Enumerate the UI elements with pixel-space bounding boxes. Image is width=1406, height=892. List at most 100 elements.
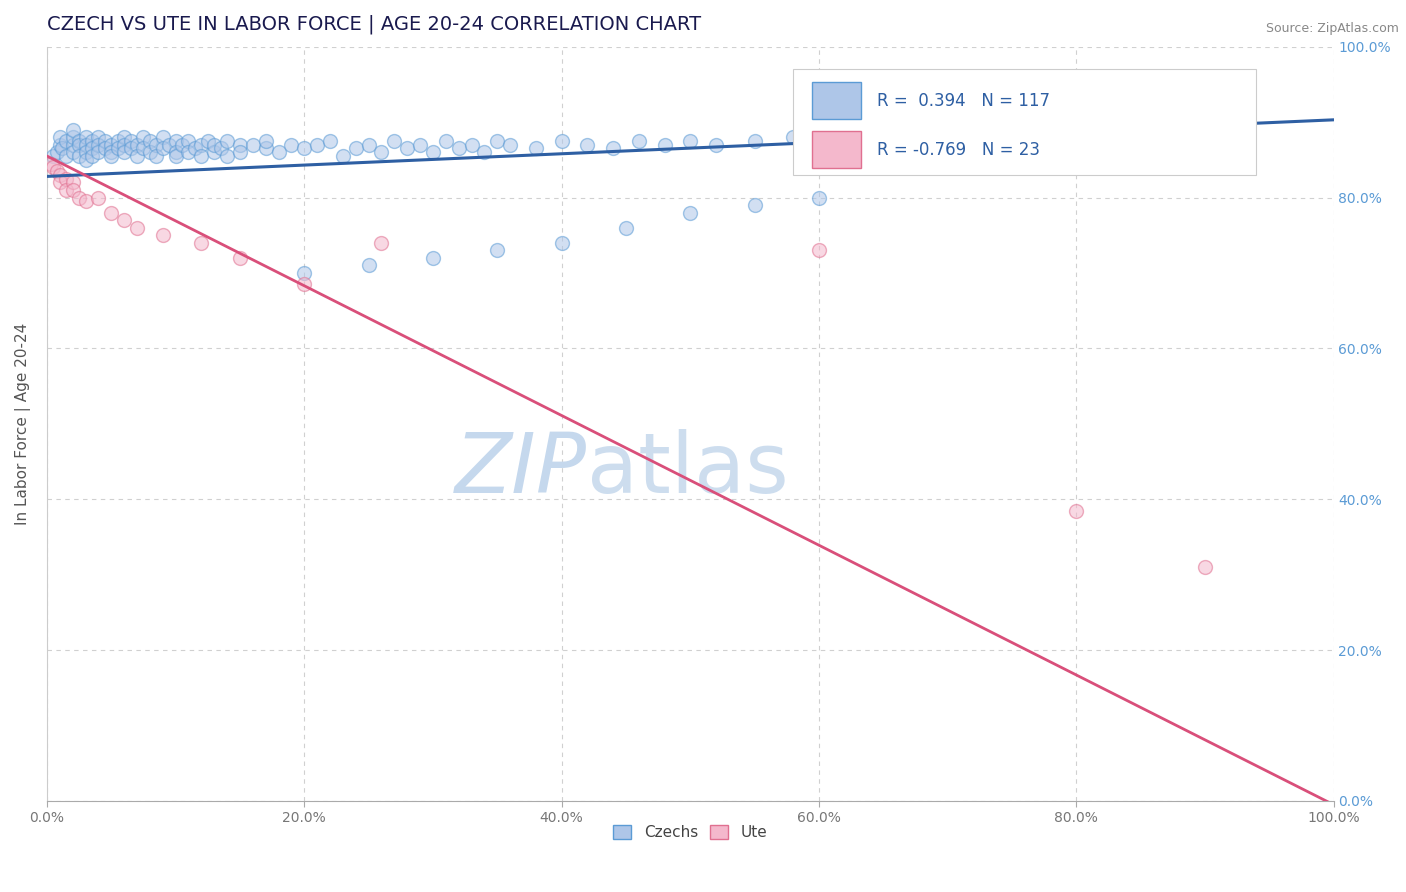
Point: [434, 134, 457, 148]
Point: [125, 220, 148, 235]
Text: ZIP: ZIP: [456, 428, 588, 509]
Point: [292, 266, 315, 280]
Point: [242, 137, 264, 152]
Point: [197, 134, 219, 148]
Bar: [813, 82, 862, 120]
Point: [112, 145, 135, 160]
Point: [807, 190, 830, 204]
Point: [1194, 122, 1216, 136]
Point: [807, 244, 830, 258]
Point: [872, 134, 894, 148]
Point: [229, 145, 252, 160]
Point: [112, 137, 135, 152]
Point: [125, 149, 148, 163]
Point: [1064, 127, 1087, 141]
Point: [51, 141, 73, 155]
Text: R = -0.769   N = 23: R = -0.769 N = 23: [877, 141, 1040, 159]
Point: [1039, 127, 1062, 141]
Text: Source: ZipAtlas.com: Source: ZipAtlas.com: [1265, 22, 1399, 36]
Point: [46, 164, 69, 178]
Point: [75, 194, 97, 209]
Point: [100, 149, 122, 163]
Point: [422, 145, 444, 160]
Point: [654, 137, 676, 152]
Point: [107, 134, 129, 148]
Point: [499, 137, 522, 152]
Point: [267, 145, 290, 160]
Point: [382, 134, 405, 148]
Point: [1129, 127, 1152, 141]
Point: [42, 149, 65, 163]
Point: [422, 251, 444, 265]
Point: [145, 149, 167, 163]
Point: [486, 134, 509, 148]
Point: [229, 251, 252, 265]
Point: [152, 228, 174, 243]
Point: [120, 141, 142, 155]
Point: [190, 137, 212, 152]
Point: [409, 137, 432, 152]
Point: [62, 176, 84, 190]
Point: [1194, 560, 1216, 574]
Point: [744, 198, 766, 212]
Point: [292, 277, 315, 292]
Point: [357, 259, 380, 273]
Point: [165, 134, 187, 148]
Point: [202, 137, 225, 152]
Point: [280, 137, 302, 152]
FancyBboxPatch shape: [793, 70, 1257, 175]
Point: [177, 145, 200, 160]
Point: [344, 141, 367, 155]
Point: [744, 134, 766, 148]
Point: [80, 149, 103, 163]
Point: [94, 134, 117, 148]
Point: [834, 130, 856, 145]
Point: [75, 130, 97, 145]
Point: [217, 149, 239, 163]
Text: CZECH VS UTE IN LABOR FORCE | AGE 20-24 CORRELATION CHART: CZECH VS UTE IN LABOR FORCE | AGE 20-24 …: [46, 15, 702, 35]
Point: [396, 141, 419, 155]
Point: [139, 134, 162, 148]
Point: [217, 134, 239, 148]
Point: [62, 183, 84, 197]
Point: [679, 205, 702, 219]
Point: [80, 134, 103, 148]
Point: [152, 130, 174, 145]
Point: [1168, 122, 1191, 136]
Point: [100, 137, 122, 152]
Point: [42, 161, 65, 175]
Point: [170, 137, 193, 152]
Point: [524, 141, 547, 155]
Legend: Czechs, Ute: Czechs, Ute: [607, 819, 773, 846]
Text: atlas: atlas: [588, 428, 789, 509]
Point: [75, 137, 97, 152]
Bar: [813, 131, 862, 169]
Point: [75, 153, 97, 167]
Point: [936, 130, 959, 145]
Point: [94, 141, 117, 155]
Point: [602, 141, 624, 155]
Point: [627, 134, 650, 148]
Point: [165, 149, 187, 163]
Point: [209, 141, 232, 155]
Point: [62, 122, 84, 136]
Point: [100, 145, 122, 160]
Point: [132, 141, 155, 155]
Point: [229, 137, 252, 152]
Point: [704, 137, 727, 152]
Point: [165, 145, 187, 160]
Point: [447, 141, 470, 155]
Point: [190, 235, 212, 250]
Point: [132, 130, 155, 145]
Point: [254, 134, 277, 148]
Point: [112, 213, 135, 227]
Point: [62, 137, 84, 152]
Y-axis label: In Labor Force | Age 20-24: In Labor Force | Age 20-24: [15, 323, 31, 524]
Point: [49, 130, 72, 145]
Point: [87, 190, 110, 204]
Point: [177, 134, 200, 148]
Point: [80, 141, 103, 155]
Point: [550, 235, 572, 250]
Point: [62, 130, 84, 145]
Point: [100, 205, 122, 219]
